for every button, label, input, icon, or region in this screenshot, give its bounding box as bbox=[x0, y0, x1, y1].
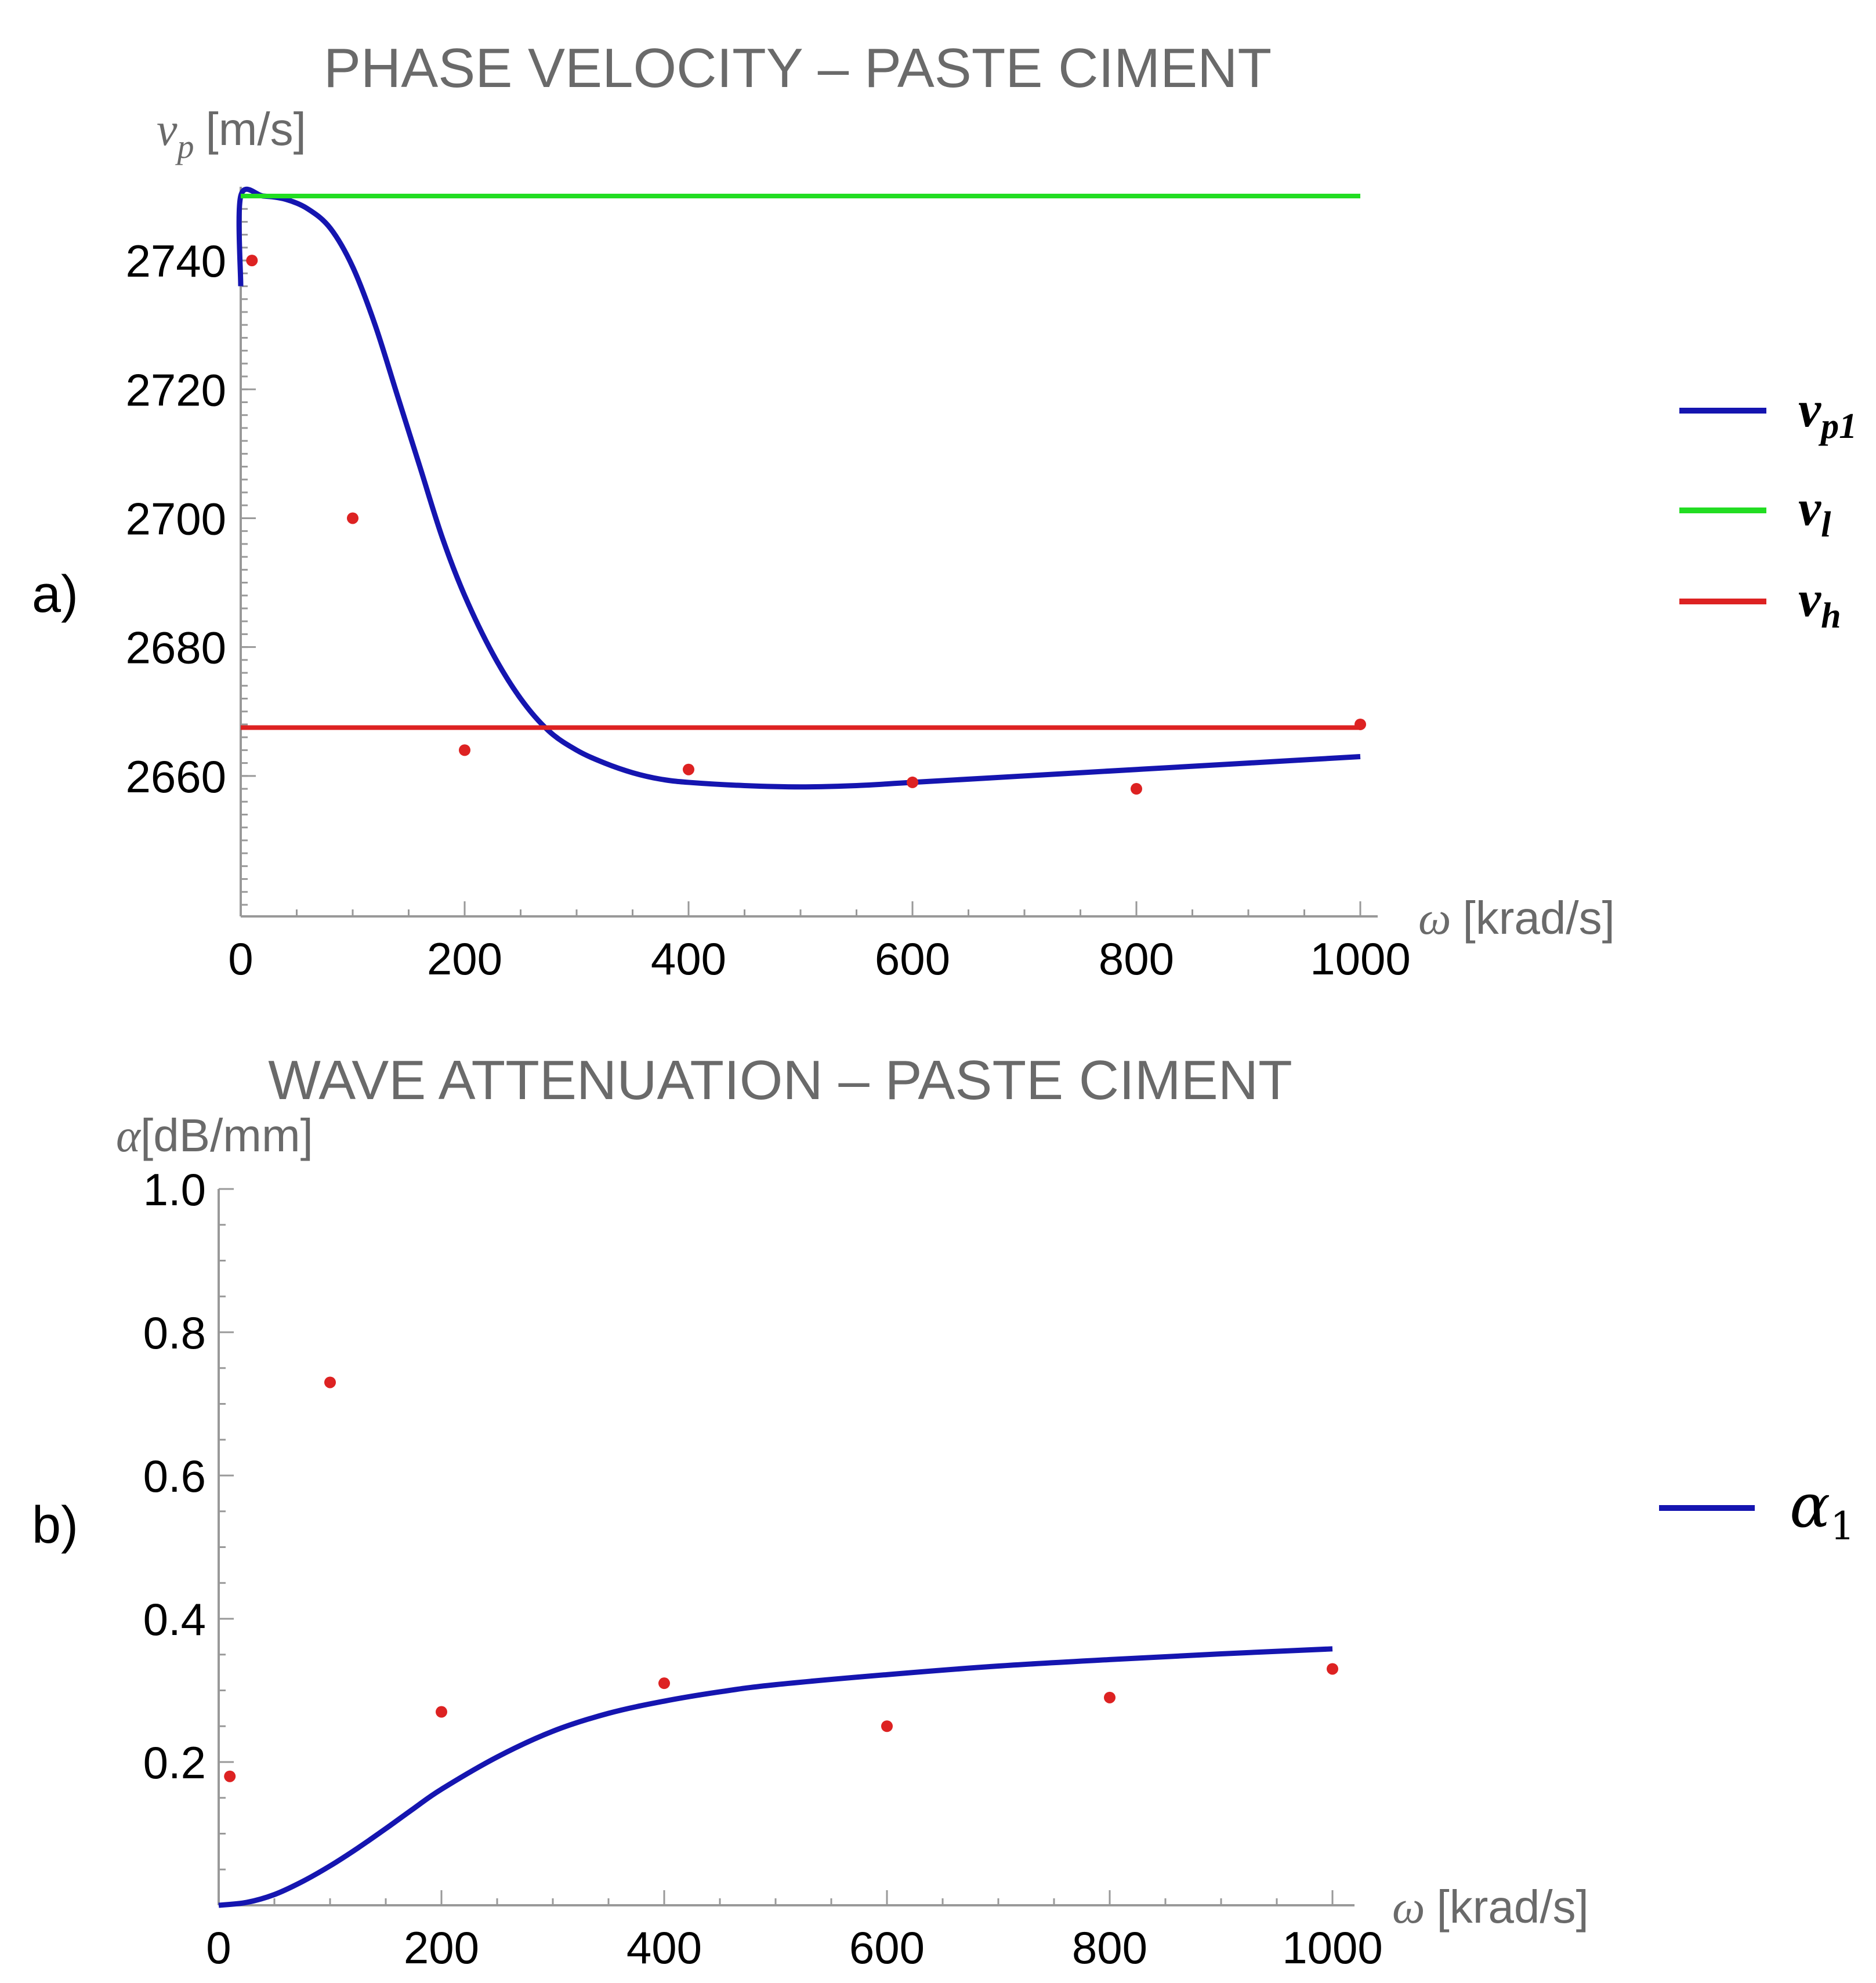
x-tick-label: 200 bbox=[404, 1922, 479, 1973]
series-group bbox=[218, 1646, 1333, 1908]
x-axis-unit: [krad/s] bbox=[1462, 892, 1614, 944]
y-axis-subscript: p bbox=[175, 128, 194, 165]
legend-item-alpha1: α1 bbox=[1659, 1470, 1855, 1549]
x-tick-label: 0 bbox=[206, 1922, 231, 1973]
x-tick-label: 400 bbox=[626, 1922, 702, 1973]
y-axis-symbol: α bbox=[116, 1111, 142, 1162]
data-point bbox=[347, 512, 358, 524]
y-tick-label: 2720 bbox=[125, 364, 226, 415]
x-ticks bbox=[240, 901, 1361, 916]
legend-symbol: v bbox=[1798, 382, 1821, 438]
data-point bbox=[1104, 1691, 1116, 1703]
x-tick-labels: 0 200 400 600 800 1000 bbox=[206, 1922, 1382, 1973]
x-tick-label: 600 bbox=[849, 1922, 925, 1973]
y-tick-label: 1.0 bbox=[143, 1164, 206, 1215]
series-line-alpha_1 bbox=[218, 1646, 1333, 1908]
y-tick-label: 0.4 bbox=[143, 1594, 206, 1645]
x-tick-labels: 0 200 400 600 800 1000 bbox=[228, 933, 1410, 984]
data-point bbox=[324, 1376, 336, 1389]
x-axis-label: ω [krad/s] bbox=[1418, 892, 1615, 944]
chart-phase-velocity: PHASE VELOCITY – PASTE CIMENT vp [m/s] a)… bbox=[32, 37, 1857, 984]
y-ticks bbox=[219, 1188, 234, 1906]
data-point bbox=[1131, 783, 1142, 795]
x-axis-label: ω [krad/s] bbox=[1392, 1881, 1589, 1933]
y-tick-label: 2660 bbox=[125, 751, 226, 802]
x-axis-symbol: ω bbox=[1418, 893, 1451, 944]
x-tick-label: 600 bbox=[875, 933, 950, 984]
y-ticks bbox=[241, 195, 256, 906]
y-tick-label: 0.8 bbox=[143, 1307, 206, 1358]
x-tick-label: 800 bbox=[1072, 1922, 1147, 1973]
y-axis-unit: [dB/mm] bbox=[140, 1110, 313, 1161]
x-tick-label: 1000 bbox=[1282, 1922, 1383, 1973]
legend-symbol: v bbox=[1798, 571, 1821, 628]
chart-wave-attenuation: WAVE ATTENUATION – PASTE CIMENT α[dB/mm]… bbox=[32, 1049, 1855, 1973]
legend-symbol: v bbox=[1798, 480, 1821, 536]
x-axis-unit: [krad/s] bbox=[1436, 1881, 1588, 1933]
x-ticks bbox=[218, 1890, 1334, 1905]
y-tick-labels: 1.0 0.8 0.6 0.4 0.2 bbox=[143, 1164, 206, 1788]
x-tick-label: 200 bbox=[427, 933, 502, 984]
x-tick-label: 400 bbox=[651, 933, 726, 984]
x-tick-label: 1000 bbox=[1310, 933, 1411, 984]
data-point bbox=[436, 1706, 447, 1718]
legend-subscript: 1 bbox=[1830, 1504, 1855, 1549]
data-point bbox=[459, 744, 470, 756]
data-point bbox=[1355, 718, 1366, 730]
panel-label-b: b) bbox=[32, 1496, 78, 1554]
y-tick-labels: 2740 2720 2700 2680 2660 bbox=[125, 235, 226, 802]
x-axis-symbol: ω bbox=[1392, 1882, 1425, 1933]
legend-item-vl: vl bbox=[1679, 480, 1831, 545]
legend-subscript: p1 bbox=[1818, 407, 1857, 446]
legend-item-vp1: vp1 bbox=[1679, 382, 1857, 446]
data-point bbox=[683, 763, 694, 775]
legend-label-vp1: vp1 bbox=[1798, 382, 1857, 446]
data-points bbox=[224, 1376, 1338, 1782]
x-tick-label: 0 bbox=[228, 933, 253, 984]
legend-subscript: l bbox=[1821, 505, 1831, 545]
y-tick-label: 2740 bbox=[125, 235, 226, 287]
data-point bbox=[907, 776, 918, 788]
legend: α1 bbox=[1659, 1470, 1855, 1549]
y-axis-label: vp [m/s] bbox=[157, 103, 306, 165]
data-point bbox=[246, 255, 258, 267]
series-group bbox=[236, 186, 1361, 790]
y-axis-unit: [m/s] bbox=[206, 103, 306, 155]
data-point bbox=[881, 1720, 893, 1732]
legend-item-vh: vh bbox=[1679, 571, 1841, 636]
data-points bbox=[246, 255, 1366, 795]
panel-label-a: a) bbox=[32, 565, 78, 623]
data-point bbox=[658, 1677, 670, 1690]
chart-title: PHASE VELOCITY – PASTE CIMENT bbox=[324, 37, 1272, 99]
y-tick-label: 2700 bbox=[125, 493, 226, 544]
data-point bbox=[1327, 1663, 1338, 1675]
y-tick-label: 0.6 bbox=[143, 1451, 206, 1502]
x-tick-label: 800 bbox=[1099, 933, 1174, 984]
legend-label-vl: vl bbox=[1798, 480, 1831, 545]
legend-symbol: α bbox=[1790, 1470, 1830, 1541]
data-point bbox=[224, 1770, 236, 1782]
legend-label-alpha1: α1 bbox=[1790, 1470, 1855, 1549]
y-tick-label: 0.2 bbox=[143, 1737, 206, 1788]
chart-title: WAVE ATTENUATION – PASTE CIMENT bbox=[268, 1049, 1292, 1111]
legend-subscript: h bbox=[1821, 596, 1841, 636]
legend: vp1 vl vh bbox=[1679, 382, 1857, 636]
y-tick-label: 2680 bbox=[125, 622, 226, 673]
y-axis-symbol: v bbox=[157, 104, 178, 155]
legend-label-vh: vh bbox=[1798, 571, 1841, 636]
y-axis-label: α[dB/mm] bbox=[116, 1110, 313, 1162]
series-line-v_p1 bbox=[236, 186, 1361, 790]
